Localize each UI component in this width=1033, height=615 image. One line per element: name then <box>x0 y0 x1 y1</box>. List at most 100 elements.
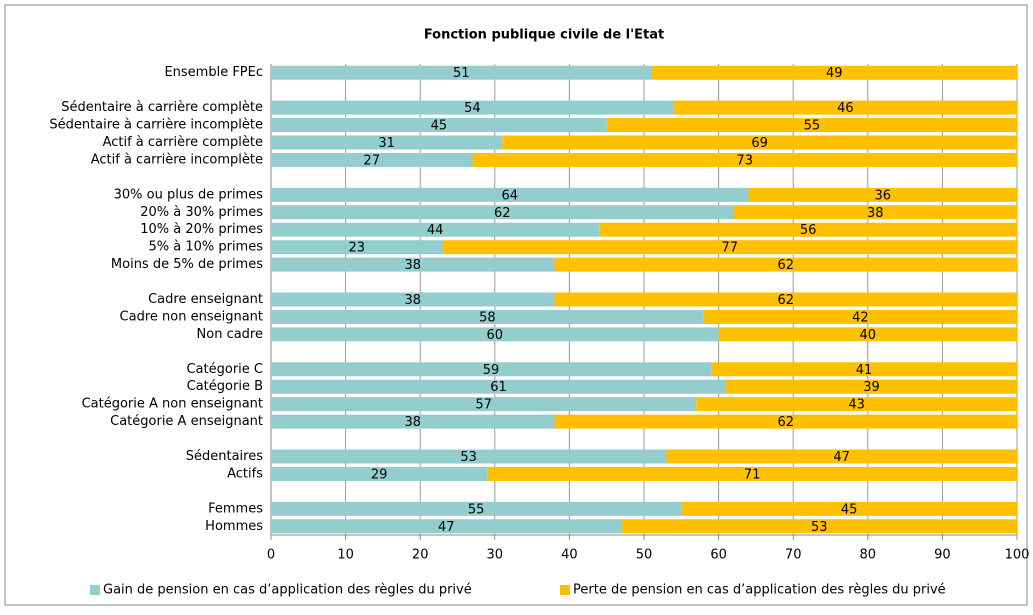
y-tick-label: Catégorie C <box>186 362 263 377</box>
y-tick-label: 10% à 20% primes <box>140 222 263 237</box>
data-label: 27 <box>363 153 380 168</box>
bar-segment <box>554 414 1017 429</box>
y-tick-label: Actif à carrière complète <box>103 135 263 150</box>
x-tick-label: 80 <box>860 548 877 563</box>
x-tick-label: 70 <box>785 548 802 563</box>
bar-segment <box>651 65 1017 80</box>
bar-segment <box>711 362 1017 377</box>
y-tick-label: Catégorie B <box>187 379 263 394</box>
bar-segment <box>271 118 607 133</box>
data-label: 62 <box>777 415 794 430</box>
bar-segment <box>271 65 652 80</box>
bar-segment <box>271 257 555 272</box>
data-label: 61 <box>490 380 507 395</box>
data-label: 45 <box>431 119 448 134</box>
data-label: 31 <box>378 136 395 151</box>
bar-segment <box>554 257 1017 272</box>
bar-segment <box>554 292 1017 307</box>
data-label: 49 <box>826 66 843 81</box>
data-label: 23 <box>349 241 366 256</box>
bar-segment <box>696 397 1017 412</box>
data-label: 36 <box>874 188 891 203</box>
data-label: 44 <box>427 223 444 238</box>
y-tick-label: Catégorie A enseignant <box>110 414 263 429</box>
bar-segment <box>502 135 1017 150</box>
y-tick-label: Cadre non enseignant <box>120 309 263 324</box>
data-label: 53 <box>811 520 828 535</box>
data-label: 40 <box>860 328 877 343</box>
bar-segment <box>748 187 1017 202</box>
y-tick-label: Moins de 5% de primes <box>111 257 263 272</box>
x-tick-label: 40 <box>561 548 578 563</box>
bar-segment <box>271 187 749 202</box>
data-label: 62 <box>777 258 794 273</box>
data-label: 46 <box>837 101 854 116</box>
data-label: 69 <box>751 136 768 151</box>
data-label: 38 <box>867 206 884 221</box>
bar-segment <box>271 100 674 115</box>
data-label: 55 <box>804 119 821 134</box>
x-tick-label: 10 <box>337 548 354 563</box>
bar-segment <box>442 240 1018 255</box>
data-label: 55 <box>468 502 485 517</box>
bar-segment <box>271 501 682 516</box>
bar-segment <box>599 222 1017 237</box>
bar-segment <box>718 327 1017 342</box>
y-tick-label: 20% à 30% primes <box>140 205 263 220</box>
y-tick-label: Hommes <box>205 519 263 534</box>
x-tick-label: 30 <box>487 548 504 563</box>
data-label: 64 <box>501 188 518 203</box>
y-tick-label: Ensemble FPEc <box>164 65 263 80</box>
bar-segment <box>271 362 712 377</box>
data-label: 38 <box>404 293 421 308</box>
data-label: 39 <box>863 380 880 395</box>
y-tick-label: Sédentaire à carrière incomplète <box>49 118 263 133</box>
x-tick-label: 90 <box>934 548 951 563</box>
bar-segment <box>271 379 727 394</box>
data-label: 53 <box>460 450 477 465</box>
data-label: 43 <box>848 398 865 413</box>
bar-segment <box>703 309 1017 324</box>
bar-segment <box>487 466 1018 481</box>
data-label: 29 <box>371 467 388 482</box>
bar-segment <box>681 501 1017 516</box>
data-label: 41 <box>856 363 873 378</box>
data-label: 58 <box>479 310 496 325</box>
x-tick-label: 100 <box>1005 548 1030 563</box>
data-label: 71 <box>744 467 761 482</box>
bar-segment <box>271 466 488 481</box>
y-tick-label: 5% à 10% primes <box>148 240 263 255</box>
chart-title: Fonction publique civile de l'Etat <box>424 28 664 43</box>
y-tick-label: Actifs <box>227 466 263 481</box>
bar-segment <box>271 397 697 412</box>
data-label: 77 <box>722 241 739 256</box>
data-label: 47 <box>438 520 455 535</box>
bar-segment <box>271 240 443 255</box>
legend-swatch <box>90 585 100 595</box>
data-label: 73 <box>736 153 753 168</box>
bar-segment <box>666 449 1017 464</box>
bar-segment <box>271 292 555 307</box>
bar-segment <box>271 135 503 150</box>
x-tick-label: 50 <box>636 548 653 563</box>
data-label: 59 <box>483 363 500 378</box>
bar-segment <box>606 118 1017 133</box>
data-label: 38 <box>404 415 421 430</box>
data-label: 51 <box>453 66 470 81</box>
data-label: 62 <box>777 293 794 308</box>
y-tick-label: Actif à carrière incomplète <box>91 152 263 167</box>
bar-segment <box>271 205 734 220</box>
bar-segment <box>271 519 622 534</box>
bar-segment <box>621 519 1017 534</box>
x-tick-label: 60 <box>710 548 727 563</box>
y-tick-label: Cadre enseignant <box>148 292 263 307</box>
y-tick-label: Sédentaire à carrière complète <box>61 100 263 115</box>
data-label: 45 <box>841 502 858 517</box>
y-tick-label: Femmes <box>208 501 263 516</box>
bar-segment <box>733 205 1017 220</box>
x-tick-label: 20 <box>412 548 429 563</box>
bar-segment <box>726 379 1017 394</box>
y-tick-label: Sédentaires <box>186 449 263 464</box>
bar-segment <box>271 449 667 464</box>
